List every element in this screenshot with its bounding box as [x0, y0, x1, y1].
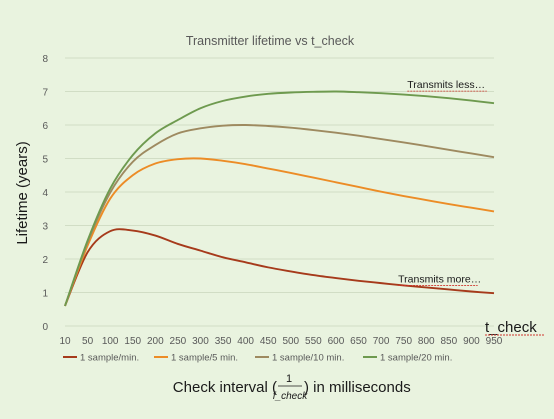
x-tick-label: 100 [102, 336, 119, 347]
y-tick-label: 0 [42, 322, 48, 333]
y-tick-label: 5 [42, 155, 48, 166]
y-tick-label: 6 [42, 121, 48, 132]
x-tick-label: 800 [418, 336, 435, 347]
x-axis-ticks: 10 50 100 150 200 250 300 350 400 450 500 550 600 650… [59, 336, 502, 347]
x-tick-label: 550 [305, 336, 322, 347]
annotation-1: Transmits less… [407, 79, 485, 91]
x-tick-label: 900 [463, 336, 480, 347]
y-tick-label: 3 [42, 222, 48, 233]
x-tick-label: 600 [328, 336, 345, 347]
series-line-3 [64, 124, 495, 307]
annotations: Transmits less… Transmits more… [398, 79, 487, 286]
x-axis-label-prefix: Check interval ( [173, 379, 277, 396]
x-tick-label: 10 [59, 336, 71, 347]
gridlines [65, 57, 494, 327]
x-tick-label: 650 [350, 336, 367, 347]
x-tick-label: 200 [147, 336, 164, 347]
legend-label-1: 1 sample/min. [80, 353, 139, 364]
x-tick-label: 150 [124, 336, 141, 347]
x-tick-label: 350 [215, 336, 232, 347]
x-tick-label: 700 [373, 336, 390, 347]
y-tick-label: 7 [42, 88, 48, 99]
x-tick-label: 450 [260, 336, 277, 347]
x-axis-label-frac-num: 1 [286, 373, 292, 385]
y-tick-label: 8 [42, 54, 48, 65]
legend: 1 sample/min. 1 sample/5 min. 1 sample/10 … [63, 353, 452, 364]
x-tick-label: 50 [82, 336, 94, 347]
y-tick-label: 1 [42, 289, 48, 300]
y-tick-label: 4 [42, 188, 48, 199]
x-tick-label: 400 [237, 336, 254, 347]
x-tick-label: 500 [282, 336, 299, 347]
series-line-1 [64, 228, 495, 307]
series-line-4 [64, 90, 495, 307]
x-tick-label: 750 [395, 336, 412, 347]
y-axis-ticks: 0 1 2 3 4 5 6 7 8 [42, 54, 48, 333]
x-tick-label: 850 [440, 336, 457, 347]
x-axis-tag: t_check [485, 319, 537, 336]
y-tick-label: 2 [42, 255, 48, 266]
series-line-2 [64, 157, 495, 307]
legend-label-4: 1 sample/20 min. [380, 353, 452, 364]
x-tick-label: 250 [170, 336, 187, 347]
x-tick-label: 950 [486, 336, 503, 347]
y-axis-label: Lifetime (years) [14, 141, 31, 244]
series-lines [64, 90, 495, 307]
legend-label-3: 1 sample/10 min. [272, 353, 344, 364]
legend-label-2: 1 sample/5 min. [171, 353, 238, 364]
x-axis-label-frac-den: f_check [273, 391, 308, 402]
x-tick-label: 300 [192, 336, 209, 347]
x-axis-label-suffix: ) in milliseconds [304, 379, 411, 396]
chart-title: Transmitter lifetime vs t_check [186, 34, 355, 48]
x-axis-label: Check interval ( 1 f_check ) in millisec… [173, 373, 411, 402]
annotation-2: Transmits more… [398, 273, 481, 285]
